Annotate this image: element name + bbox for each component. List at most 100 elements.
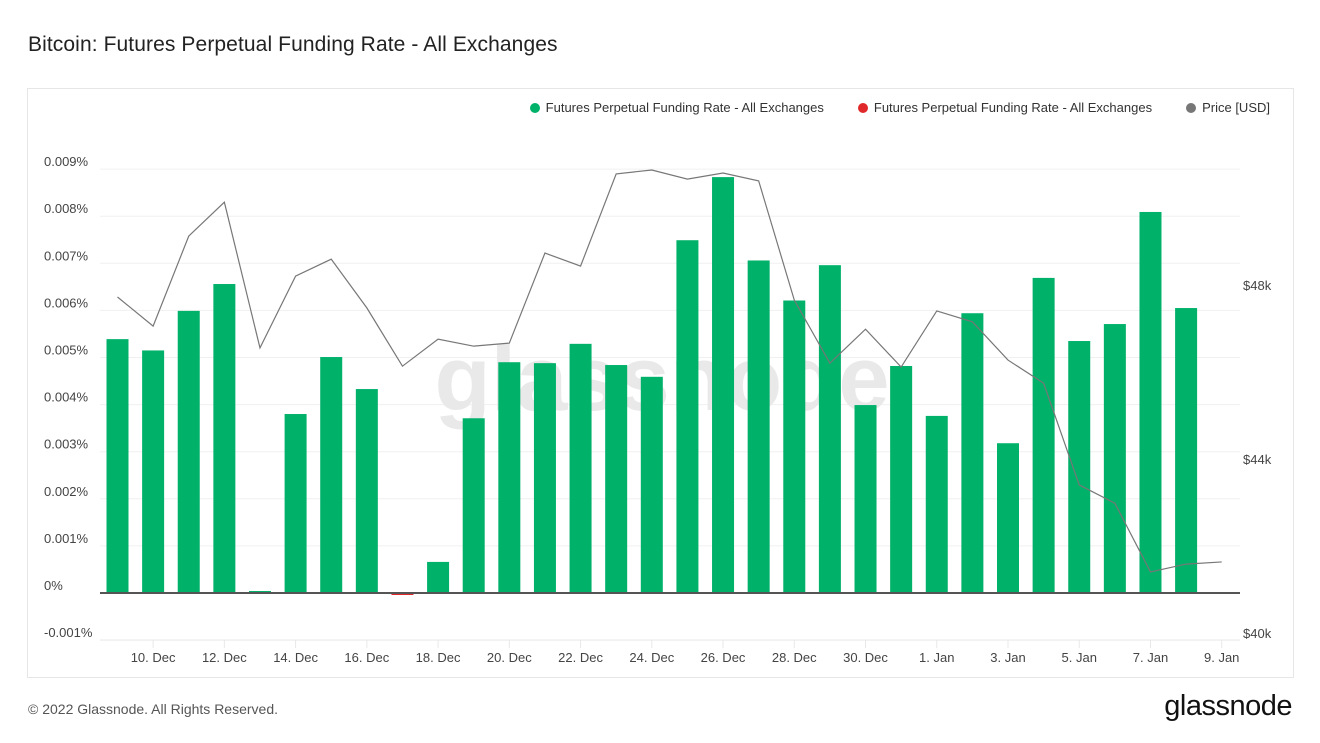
y-tick-label: 0.004%: [44, 390, 89, 405]
bar-positive[interactable]: [498, 362, 521, 593]
y-tick-label: 0%: [44, 578, 63, 593]
price-point[interactable]: [900, 366, 903, 369]
price-point[interactable]: [1078, 483, 1081, 486]
price-point[interactable]: [1185, 563, 1188, 566]
bar-positive[interactable]: [854, 405, 877, 593]
x-tick-label: 10. Dec: [131, 650, 176, 665]
legend-label: Price [USD]: [1202, 100, 1270, 115]
x-tick-label: 5. Jan: [1062, 650, 1097, 665]
bar-positive[interactable]: [997, 443, 1019, 593]
price-point[interactable]: [258, 346, 261, 349]
price-point[interactable]: [1113, 502, 1116, 505]
bar-positive[interactable]: [1032, 277, 1055, 593]
price-point[interactable]: [116, 296, 119, 299]
price-point[interactable]: [828, 362, 831, 365]
price-point[interactable]: [365, 306, 368, 309]
y-tick-label: 0.003%: [44, 437, 89, 452]
bar-positive[interactable]: [355, 389, 378, 593]
bar-positive[interactable]: [427, 561, 450, 593]
y-tick-label: 0.002%: [44, 484, 89, 499]
bar-positive[interactable]: [783, 300, 806, 593]
x-tick-label: 20. Dec: [487, 650, 532, 665]
bar-positive[interactable]: [676, 240, 699, 593]
price-point[interactable]: [686, 178, 689, 181]
bar-positive[interactable]: [1139, 211, 1162, 593]
y-axis-left: -0.001% 0% 0.001% 0.002% 0.003% 0.004% 0.005% 0…: [44, 154, 93, 640]
y-tick-label: 0.005%: [44, 343, 89, 358]
legend-label: Futures Perpetual Funding Rate - All Exc…: [545, 100, 824, 115]
bar-positive[interactable]: [462, 418, 485, 593]
bar-positive[interactable]: [818, 265, 841, 593]
price-point[interactable]: [1007, 359, 1010, 362]
bar-positive[interactable]: [925, 415, 948, 593]
legend-dot-icon: [1186, 102, 1197, 113]
legend-item-funding-positive[interactable]: Futures Perpetual Funding Rate - All Exc…: [529, 100, 824, 115]
copyright-text: © 2022 Glassnode. All Rights Reserved.: [28, 701, 279, 717]
price-point[interactable]: [864, 328, 867, 331]
price-point[interactable]: [330, 258, 333, 261]
bar-positive[interactable]: [1068, 341, 1091, 593]
price-point[interactable]: [971, 320, 974, 323]
x-tick-label: 12. Dec: [202, 650, 247, 665]
bar-positive[interactable]: [142, 350, 165, 593]
bar-positive[interactable]: [961, 313, 984, 593]
price-point[interactable]: [793, 299, 796, 302]
price-point[interactable]: [1149, 570, 1152, 573]
price-point[interactable]: [187, 235, 190, 238]
legend-dot-icon: [857, 102, 868, 113]
bar-positive[interactable]: [1175, 308, 1198, 593]
bar-positive[interactable]: [106, 339, 129, 593]
y-tick-label: 0.008%: [44, 201, 89, 216]
price-point[interactable]: [579, 265, 582, 268]
bar-positive[interactable]: [177, 310, 200, 593]
bar-positive[interactable]: [605, 365, 628, 593]
y2-tick-label: $44k: [1243, 452, 1272, 467]
bar-positive[interactable]: [569, 343, 592, 593]
price-point[interactable]: [1042, 382, 1045, 385]
x-tick-label: 3. Jan: [990, 650, 1025, 665]
legend-item-price[interactable]: Price [USD]: [1186, 100, 1270, 115]
price-point[interactable]: [650, 168, 653, 171]
bar-positive[interactable]: [320, 357, 343, 593]
bar-positive[interactable]: [712, 177, 735, 593]
x-tick-label: 14. Dec: [273, 650, 318, 665]
bar-positive[interactable]: [1103, 324, 1126, 593]
price-point[interactable]: [472, 345, 475, 348]
y-axis-right: $40k $44k $48k: [1243, 278, 1272, 641]
chart-legend: Futures Perpetual Funding Rate - All Exc…: [529, 100, 1270, 115]
x-tick-label: 7. Jan: [1133, 650, 1168, 665]
y2-tick-label: $40k: [1243, 626, 1272, 641]
bar-positive[interactable]: [890, 365, 913, 593]
x-tick-label: 28. Dec: [772, 650, 817, 665]
legend-label: Futures Perpetual Funding Rate - All Exc…: [873, 100, 1153, 115]
x-tick-label: 18. Dec: [416, 650, 461, 665]
x-tick-label: 26. Dec: [701, 650, 746, 665]
y2-tick-label: $48k: [1243, 278, 1272, 293]
price-point[interactable]: [152, 325, 155, 328]
price-point[interactable]: [294, 275, 297, 278]
bar-positive[interactable]: [213, 284, 236, 593]
y-tick-label: 0.001%: [44, 531, 89, 546]
x-axis: 10. Dec 12. Dec 14. Dec 16. Dec 18. Dec 20. D…: [100, 639, 1240, 665]
price-point[interactable]: [757, 179, 760, 182]
y-tick-label: 0.009%: [44, 154, 89, 169]
price-point[interactable]: [401, 365, 404, 368]
bar-positive[interactable]: [533, 363, 556, 593]
price-line[interactable]: [117, 169, 1222, 573]
price-point[interactable]: [615, 172, 618, 175]
legend-item-funding-negative[interactable]: Futures Perpetual Funding Rate - All Exc…: [857, 100, 1153, 115]
price-point[interactable]: [722, 172, 725, 175]
glassnode-logo[interactable]: glassnode: [1164, 690, 1292, 722]
x-tick-label: 1. Jan: [919, 650, 954, 665]
price-point[interactable]: [935, 309, 938, 312]
price-point[interactable]: [1220, 560, 1223, 563]
bar-positive[interactable]: [284, 414, 307, 593]
price-point[interactable]: [223, 201, 226, 204]
page-title: Bitcoin: Futures Perpetual Funding Rate …: [28, 33, 558, 56]
bar-positive[interactable]: [747, 260, 770, 593]
bar-positive[interactable]: [640, 376, 663, 593]
price-point[interactable]: [437, 338, 440, 341]
price-point[interactable]: [543, 252, 546, 255]
price-point[interactable]: [508, 342, 511, 345]
